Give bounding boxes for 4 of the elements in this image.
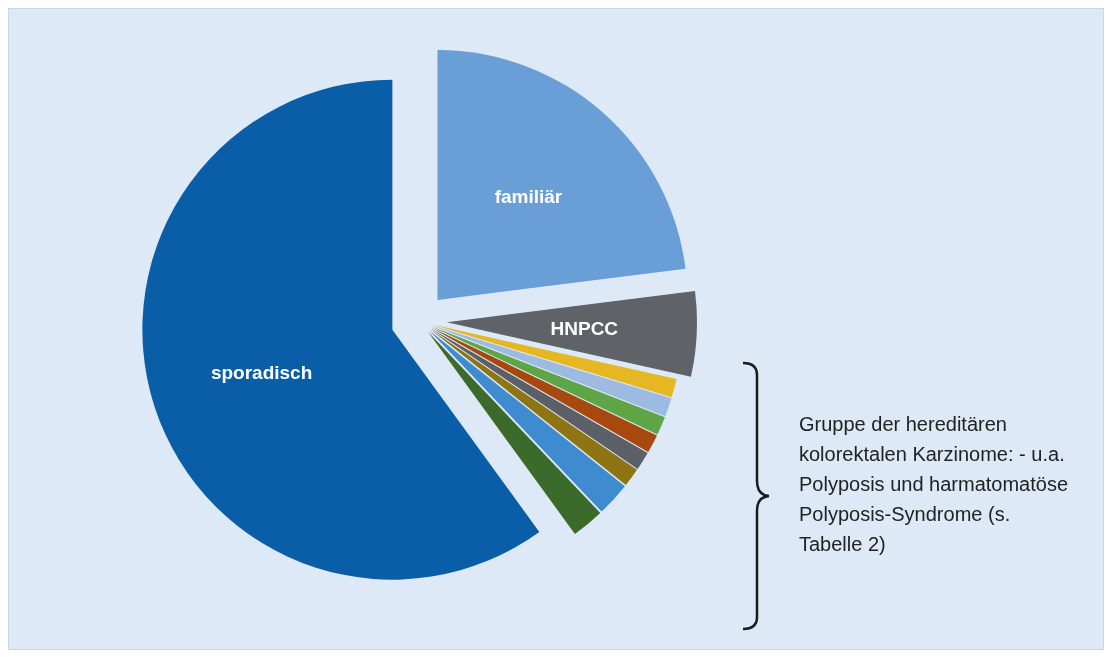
text: Gruppe der hereditären kolorektalen Karzinome: - u.a. Polyposis und harmatomatöse Polyposis-Syndrome (s. Tabelle 2)	[799, 412, 1070, 557]
slice-label: familiär	[494, 186, 563, 208]
slice-label: HNPCC	[550, 318, 619, 340]
slice-label: sporadisch	[210, 361, 313, 383]
